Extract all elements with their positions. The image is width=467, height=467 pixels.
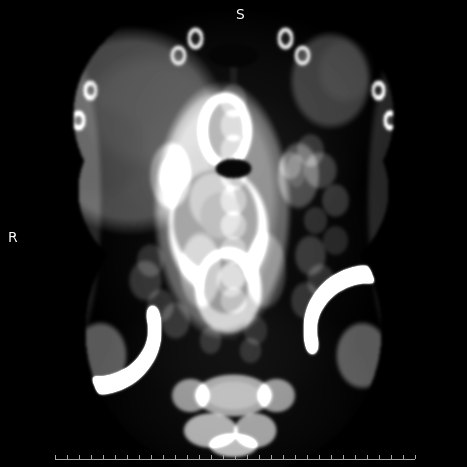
Text: S: S bbox=[236, 8, 244, 22]
Text: R: R bbox=[8, 231, 18, 245]
